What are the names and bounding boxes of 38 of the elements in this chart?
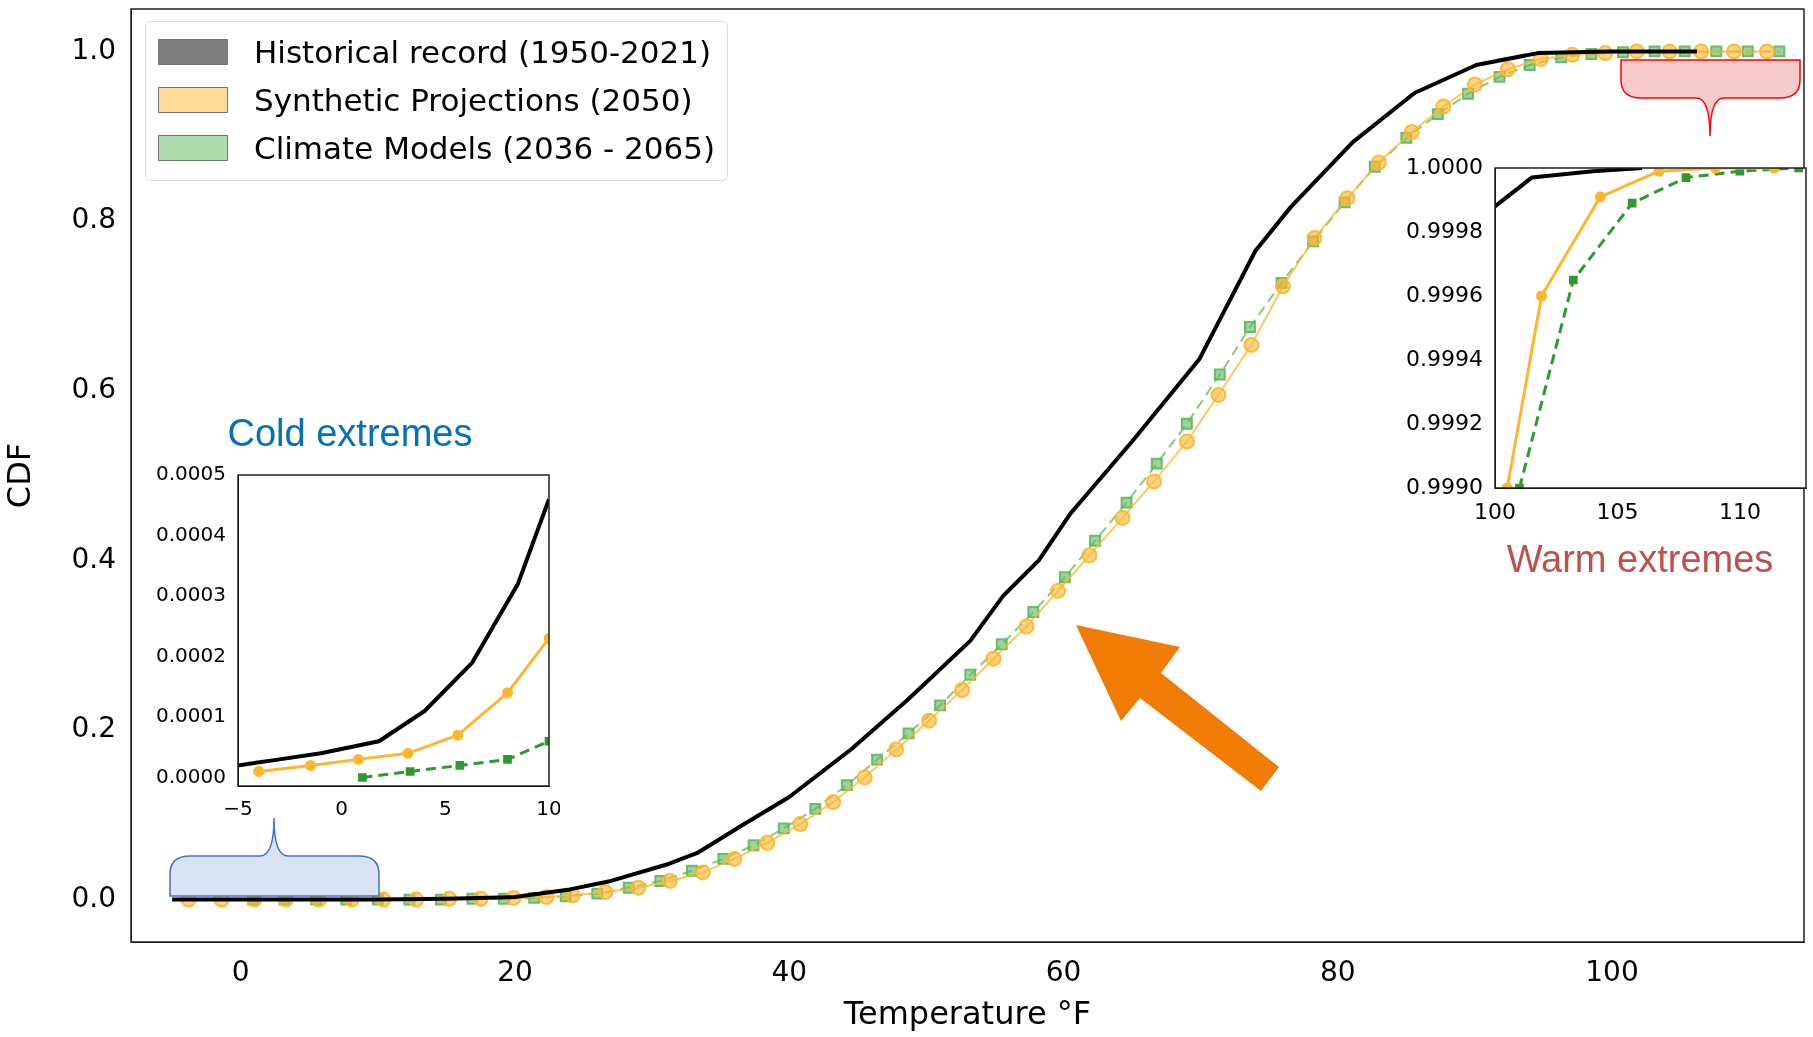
x-tick-label: 0 bbox=[231, 955, 250, 989]
text: Warm extremes bbox=[1505, 538, 1775, 581]
x-tick-label: 40 bbox=[771, 955, 808, 989]
x-tick-label: −5 bbox=[223, 796, 253, 821]
y-tick-label: 0.9996 bbox=[1406, 281, 1483, 307]
y-tick-label: 0.9994 bbox=[1406, 345, 1483, 371]
legend-label: Historical record (1950-2021) bbox=[254, 34, 712, 70]
x-tick-label: 80 bbox=[1319, 955, 1356, 989]
y-tick-label: 0.0001 bbox=[156, 703, 226, 728]
y-tick-label: 0.4 bbox=[71, 541, 116, 575]
x-axis-title: Temperature °F bbox=[842, 994, 1092, 1033]
x-tick-label: 0 bbox=[335, 796, 349, 821]
y-tick-label: 0.6 bbox=[71, 371, 116, 405]
y-tick-label: 0.0005 bbox=[156, 461, 226, 486]
legend-label: Climate Models (2036 - 2065) bbox=[254, 130, 716, 166]
x-tick-label: 60 bbox=[1045, 955, 1082, 989]
x-tick-label: 100 bbox=[1585, 955, 1639, 989]
x-tick-label: 5 bbox=[438, 796, 452, 821]
y-tick-label: 0.9992 bbox=[1406, 409, 1483, 435]
y-tick-label: 0.0000 bbox=[156, 763, 226, 788]
x-tick-label: 20 bbox=[497, 955, 533, 989]
y-tick-label: 0.2 bbox=[71, 711, 116, 745]
x-tick-label: 100 bbox=[1474, 498, 1516, 524]
y-axis-title: CDF bbox=[0, 442, 38, 509]
x-tick-label: 105 bbox=[1596, 498, 1639, 524]
y-tick-label: 0.9998 bbox=[1406, 217, 1483, 243]
y-tick-label: 0.8 bbox=[71, 202, 116, 236]
legend-label: Synthetic Projections (2050) bbox=[254, 82, 693, 118]
chart-title: Cold extremes bbox=[226, 412, 474, 455]
y-tick-label: 1.0 bbox=[71, 32, 116, 66]
y-tick-label: 0.0004 bbox=[156, 521, 226, 546]
y-tick-label: 0.0003 bbox=[156, 582, 226, 607]
y-tick-label: 0.0 bbox=[71, 880, 116, 914]
x-tick-label: 10 bbox=[536, 796, 562, 821]
y-tick-label: 0.0002 bbox=[156, 642, 226, 667]
y-tick-label: 0.9990 bbox=[1406, 473, 1483, 499]
y-tick-label: 1.0000 bbox=[1406, 153, 1483, 179]
x-tick-label: 110 bbox=[1718, 498, 1761, 524]
